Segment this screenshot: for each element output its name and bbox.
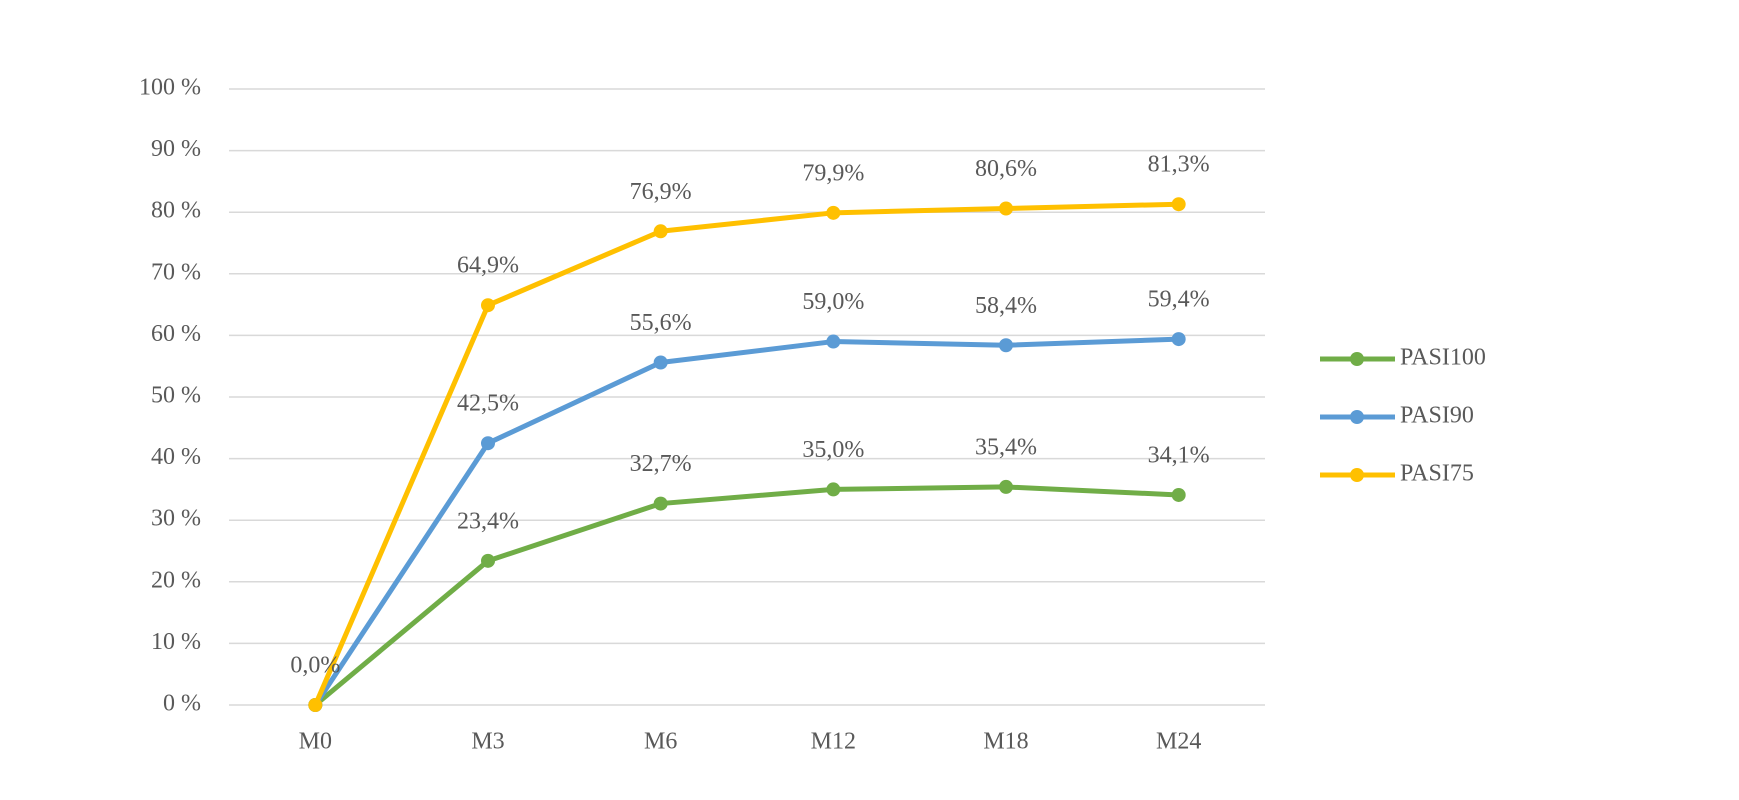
data-point xyxy=(999,338,1013,353)
data-label: 23,4% xyxy=(457,508,519,534)
data-label: 55,6% xyxy=(630,310,692,336)
x-tick-label: M6 xyxy=(644,729,677,755)
series-line xyxy=(313,336,1179,707)
data-label: 59,0% xyxy=(802,289,864,315)
data-label: 0,0% xyxy=(290,653,340,679)
y-tick-label: 90 % xyxy=(151,136,201,162)
y-tick-label: 10 % xyxy=(151,629,201,655)
legend-label: PASI75 xyxy=(1400,461,1474,487)
data-point xyxy=(653,224,668,239)
series-line xyxy=(313,484,1179,707)
data-label: 76,9% xyxy=(630,179,692,205)
data-point xyxy=(1171,487,1186,502)
y-tick-label: 20 % xyxy=(151,567,201,593)
data-label: 79,9% xyxy=(802,160,864,186)
y-tick-label: 0 % xyxy=(163,691,201,717)
data-label: 35,4% xyxy=(975,434,1037,460)
legend-label: PASI90 xyxy=(1400,403,1474,429)
legend-marker xyxy=(1350,352,1364,366)
x-tick-label: M3 xyxy=(471,729,504,755)
x-tick-label: M24 xyxy=(1156,729,1201,755)
data-label: 81,3% xyxy=(1148,152,1210,178)
legend-label: PASI100 xyxy=(1400,345,1486,371)
y-tick-label: 30 % xyxy=(151,506,201,532)
series-line xyxy=(313,201,1179,706)
data-point xyxy=(653,496,668,511)
data-point xyxy=(999,479,1013,494)
x-tick-label: M18 xyxy=(983,729,1028,755)
legend-marker xyxy=(1350,468,1364,482)
data-point xyxy=(481,553,495,568)
data-point xyxy=(1171,197,1186,212)
data-point xyxy=(308,698,323,712)
data-point xyxy=(481,298,495,313)
data-label: 80,6% xyxy=(975,156,1037,182)
x-tick-label: M12 xyxy=(811,729,856,755)
data-label: 35,0% xyxy=(802,437,864,463)
data-point xyxy=(481,436,495,451)
y-tick-label: 100 % xyxy=(139,75,201,101)
y-tick-label: 40 % xyxy=(151,444,201,470)
x-tick-label: M0 xyxy=(299,729,332,755)
y-tick-label: 60 % xyxy=(151,321,201,347)
data-point xyxy=(653,355,668,370)
data-label: 34,1% xyxy=(1148,442,1210,468)
data-label: 42,5% xyxy=(457,391,519,417)
data-point xyxy=(1171,332,1186,347)
data-point xyxy=(826,482,841,497)
legend-marker xyxy=(1350,410,1364,424)
y-tick-label: 50 % xyxy=(151,383,201,409)
y-tick-label: 80 % xyxy=(151,198,201,224)
data-label: 59,4% xyxy=(1148,287,1210,313)
data-point xyxy=(826,205,841,220)
data-label: 64,9% xyxy=(457,253,519,279)
data-point xyxy=(826,334,841,349)
y-tick-label: 70 % xyxy=(151,259,201,285)
data-point xyxy=(999,201,1013,216)
data-label: 32,7% xyxy=(630,451,692,477)
data-label: 58,4% xyxy=(975,293,1037,319)
